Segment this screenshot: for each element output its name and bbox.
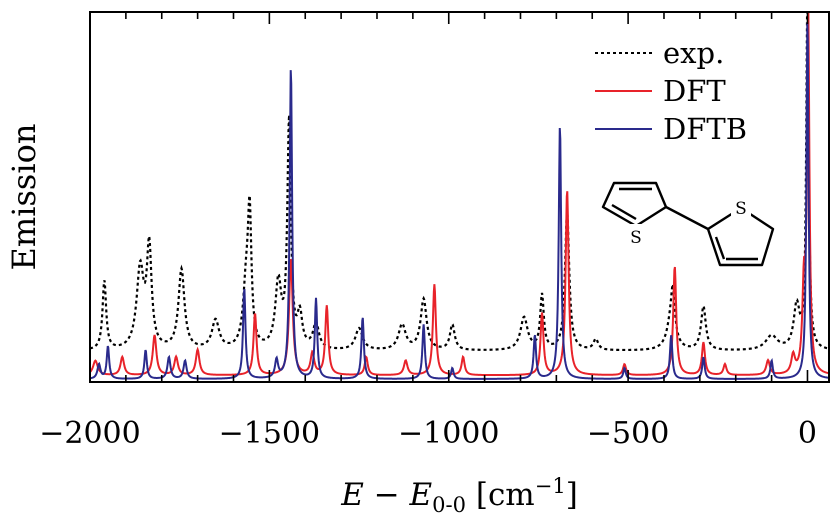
x-label-superscript: −1	[535, 474, 566, 498]
x-axis-label: E − E0-0 [cm−1]	[340, 474, 578, 517]
x-label-e: E	[340, 477, 364, 513]
legend: exp. DFT DFTB	[595, 36, 747, 146]
x-label-subscript: 0-0	[432, 493, 466, 517]
x-label-minus: −	[364, 477, 410, 513]
legend-label: exp.	[663, 36, 724, 70]
series-line-dft	[90, 12, 829, 377]
inter-ring-bond	[665, 205, 709, 231]
series-layer	[90, 12, 829, 380]
series-line-dftb	[90, 22, 829, 380]
left-ring-inner-bond-2	[611, 203, 637, 221]
x-tick-label: 0	[798, 416, 817, 451]
series-line-exp	[90, 12, 829, 352]
s-atom-label-left: S	[630, 228, 642, 248]
left-thiophene-ring	[601, 181, 668, 228]
s-atom-right-bg	[731, 195, 751, 217]
right-ring-inner-bond-1	[714, 236, 726, 260]
legend-label: DFT	[663, 74, 726, 108]
legend-label: DFTB	[663, 112, 747, 146]
x-label-unit-open: [cm	[466, 477, 535, 513]
x-tick-label: −500	[587, 416, 669, 451]
x-tick-label: −1500	[219, 416, 320, 451]
plot-frame	[89, 11, 830, 383]
x-tick-label: −2000	[39, 416, 140, 451]
x-tick-label: −1000	[398, 416, 499, 451]
s-atom-label-right: S	[735, 199, 747, 219]
x-label-e2: E	[409, 477, 433, 513]
y-axis-label: Emission	[5, 124, 43, 271]
tick-layer: −2000 −1500 −1000 −500 0	[39, 12, 817, 451]
x-label-unit-close: ]	[566, 477, 578, 513]
s-atom-left-bg	[626, 224, 646, 246]
bithiophene-structure-icon	[601, 181, 775, 267]
